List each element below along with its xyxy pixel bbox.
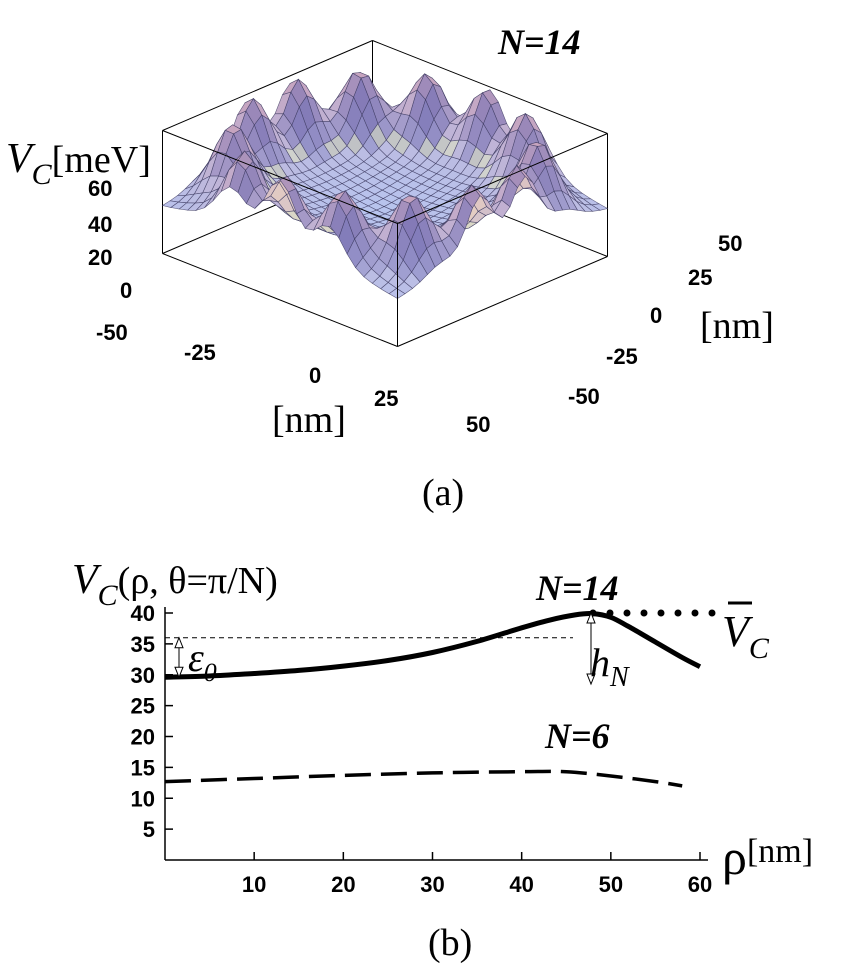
x-ticks: -50 -25 0 25 50 bbox=[96, 320, 490, 437]
h-arrow-head bbox=[586, 673, 596, 686]
y-tick-label: 20 bbox=[131, 725, 155, 750]
box-edge bbox=[162, 40, 373, 131]
y-tick-label: 35 bbox=[131, 632, 155, 657]
box-edge bbox=[372, 40, 608, 134]
x-tick-label: 30 bbox=[420, 872, 444, 897]
y-tick-label: 25 bbox=[131, 694, 155, 719]
z-tick-label: 0 bbox=[120, 278, 132, 303]
x-tick-label: 0 bbox=[309, 363, 321, 388]
y-tick-label: 25 bbox=[688, 265, 712, 290]
box-edge bbox=[162, 130, 398, 224]
x-axis-symbol: ρ bbox=[722, 829, 747, 885]
h-label: hN bbox=[590, 640, 630, 693]
z-axis-label-sub: C bbox=[32, 158, 53, 191]
y-tick-label: -25 bbox=[606, 344, 638, 369]
x-tick-label: 60 bbox=[688, 872, 712, 897]
z-tick-label: 20 bbox=[88, 245, 112, 270]
y-tick-label: 0 bbox=[650, 303, 662, 328]
epsilon-arrow-head bbox=[174, 636, 184, 649]
x-tick-label: 40 bbox=[509, 872, 533, 897]
z-tick-label: 40 bbox=[88, 212, 112, 237]
h-sub: N bbox=[609, 662, 630, 693]
box-edge bbox=[397, 133, 608, 224]
y-tick-label: 30 bbox=[131, 663, 155, 688]
x-axis-unit: [nm] bbox=[747, 833, 813, 870]
ylabel-prefix: V bbox=[72, 557, 102, 603]
epsilon-sub: 0 bbox=[204, 658, 217, 687]
z-tick-label: 60 bbox=[88, 176, 112, 201]
x-tick-label: -25 bbox=[184, 340, 216, 365]
h-arrow-head bbox=[586, 611, 596, 624]
x-tick-label: 50 bbox=[599, 872, 623, 897]
y-tick-label: 5 bbox=[143, 817, 155, 842]
x-axis-label-b: ρ[nm] bbox=[722, 829, 813, 885]
vbar-sub: C bbox=[749, 632, 770, 665]
series-lines bbox=[164, 610, 702, 788]
x-axis-label: [nm] bbox=[272, 399, 346, 441]
z-axis-label-var: V bbox=[6, 136, 36, 182]
y-tick-label: -50 bbox=[568, 384, 600, 409]
x-tick-labels: 10 20 30 40 50 60 bbox=[242, 872, 712, 897]
box-edge bbox=[162, 253, 398, 347]
box-edge bbox=[397, 256, 608, 347]
bounding-box-front bbox=[162, 130, 608, 347]
series-line-n14 bbox=[164, 610, 702, 680]
y-tick-label: 40 bbox=[131, 601, 155, 626]
axes bbox=[164, 607, 708, 861]
surface-plot: N=14 VC[meV] 60 40 20 0 -50 -25 0 25 50 … bbox=[6, 22, 774, 514]
vbar-label: VC bbox=[722, 607, 770, 665]
surface-title: N=14 bbox=[497, 22, 581, 62]
ylabel-args: (ρ, θ=π/N) bbox=[118, 560, 278, 602]
panel-label-b: (b) bbox=[428, 922, 472, 964]
series-label-n14: N=14 bbox=[535, 568, 619, 608]
vbar-var: V bbox=[722, 607, 754, 656]
y-tick-label: 50 bbox=[718, 231, 742, 256]
z-axis-label-unit: [meV] bbox=[52, 139, 151, 181]
epsilon-symbol: ε bbox=[188, 635, 204, 680]
h-symbol: h bbox=[590, 640, 610, 685]
line-chart-ylabel: VC(ρ, θ=π/N) bbox=[72, 557, 278, 612]
surface-mesh bbox=[161, 71, 609, 299]
x-tick-label: 20 bbox=[331, 872, 355, 897]
y-axis-label: [nm] bbox=[700, 305, 774, 347]
panel-label-a: (a) bbox=[422, 472, 464, 514]
x-tick-label: 10 bbox=[242, 872, 266, 897]
x-tick-label: 50 bbox=[466, 412, 490, 437]
x-tick-label: -50 bbox=[96, 320, 128, 345]
z-ticks: 60 40 20 0 bbox=[88, 176, 132, 303]
series-line-n6 bbox=[164, 769, 683, 788]
epsilon-arrow-head bbox=[174, 666, 184, 679]
y-ticks: 50 25 0 -25 -50 bbox=[568, 231, 742, 409]
x-tick-label: 25 bbox=[374, 386, 398, 411]
annotations bbox=[165, 609, 727, 686]
y-tick-label: 15 bbox=[131, 755, 155, 780]
z-axis-label: VC[meV] bbox=[6, 136, 151, 191]
series-label-n6: N=6 bbox=[544, 716, 610, 756]
y-tick-label: 10 bbox=[131, 786, 155, 811]
ylabel-sub: C bbox=[98, 579, 119, 612]
epsilon-label: ε0 bbox=[188, 635, 217, 687]
y-tick-labels: 5 10 15 20 25 30 35 40 bbox=[131, 601, 155, 842]
